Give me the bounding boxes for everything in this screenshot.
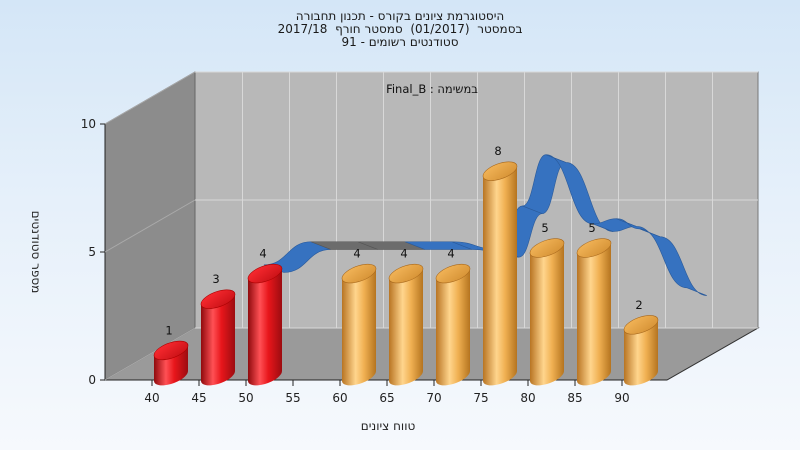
bar-top	[576, 238, 612, 258]
bar-value-label: 5	[541, 221, 548, 235]
bar-70: 4	[435, 247, 471, 386]
bar-value-label: 2	[635, 298, 642, 312]
x-tick-label: 50	[238, 391, 253, 405]
bar-value-label: 4	[400, 247, 407, 261]
bar-top	[247, 263, 283, 284]
grid-line-side	[104, 327, 196, 381]
y-tick-label: 5	[88, 245, 96, 259]
bar-top	[153, 340, 189, 361]
bar-50: 4	[247, 247, 283, 386]
chart-title: היסטוגרמת ציונים בקורס - תכנון תחבורה בס…	[0, 10, 800, 49]
bar-80: 5	[529, 221, 565, 386]
bar-body	[248, 268, 282, 386]
x-tick-label: 70	[426, 391, 441, 405]
task-caption: Final_B : במשימה	[386, 82, 478, 96]
bar-top	[200, 289, 236, 309]
y-tick-label: 10	[81, 117, 96, 131]
bar-body	[577, 243, 611, 386]
x-tick-label: 75	[473, 391, 488, 405]
bar-value-label: 4	[447, 247, 454, 261]
bar-85: 5	[576, 221, 612, 386]
y-tick-label: 0	[88, 373, 96, 387]
trend-ribbon-segment	[639, 228, 707, 296]
bar-top	[341, 263, 377, 284]
x-tick-label: 65	[379, 391, 394, 405]
bar-value-label: 1	[165, 323, 172, 337]
bar-45: 3	[200, 272, 236, 386]
bar-75: 8	[482, 144, 518, 386]
bar-top	[482, 161, 518, 181]
x-tick-label: 90	[614, 391, 629, 405]
x-tick-label: 85	[567, 391, 582, 405]
bar-body	[483, 166, 517, 386]
floor-right-edge	[666, 327, 759, 381]
bar-top	[388, 263, 424, 284]
x-axis-label: טווח ציונים	[360, 419, 416, 433]
chart-title-line-2: בסמסטר (01/2017) סמסטר חורף 2017/18	[277, 22, 523, 36]
bar-body	[389, 268, 423, 386]
grid-line-side	[104, 199, 196, 253]
bar-body	[342, 268, 376, 386]
bar-top	[435, 263, 471, 284]
bar-90: 2	[623, 298, 659, 386]
bar-value-label: 4	[259, 247, 266, 261]
bar-body	[201, 294, 235, 386]
bar-40: 1	[153, 323, 189, 386]
bar-body	[624, 319, 658, 386]
chart-title-line-1: היסטוגרמת ציונים בקורס - תכנון תחבורה	[295, 9, 505, 23]
bar-body	[530, 243, 564, 386]
x-tick-label: 55	[285, 391, 300, 405]
grid-line-side	[104, 71, 196, 125]
bar-value-label: 4	[353, 247, 360, 261]
x-tick-label: 40	[144, 391, 159, 405]
bar-60: 4	[341, 247, 377, 386]
bar-top	[623, 315, 659, 335]
bar-65: 4	[388, 247, 424, 386]
chart-title-line-3: סטודנטים רשומים - 91	[341, 35, 459, 49]
x-tick-label: 45	[191, 391, 206, 405]
x-tick-label: 60	[332, 391, 347, 405]
bar-value-label: 5	[588, 221, 595, 235]
bar-top	[529, 238, 565, 258]
bar-value-label: 8	[494, 144, 501, 158]
bar-body	[436, 268, 470, 386]
x-tick-label: 80	[520, 391, 535, 405]
bar-value-label: 3	[212, 272, 219, 286]
